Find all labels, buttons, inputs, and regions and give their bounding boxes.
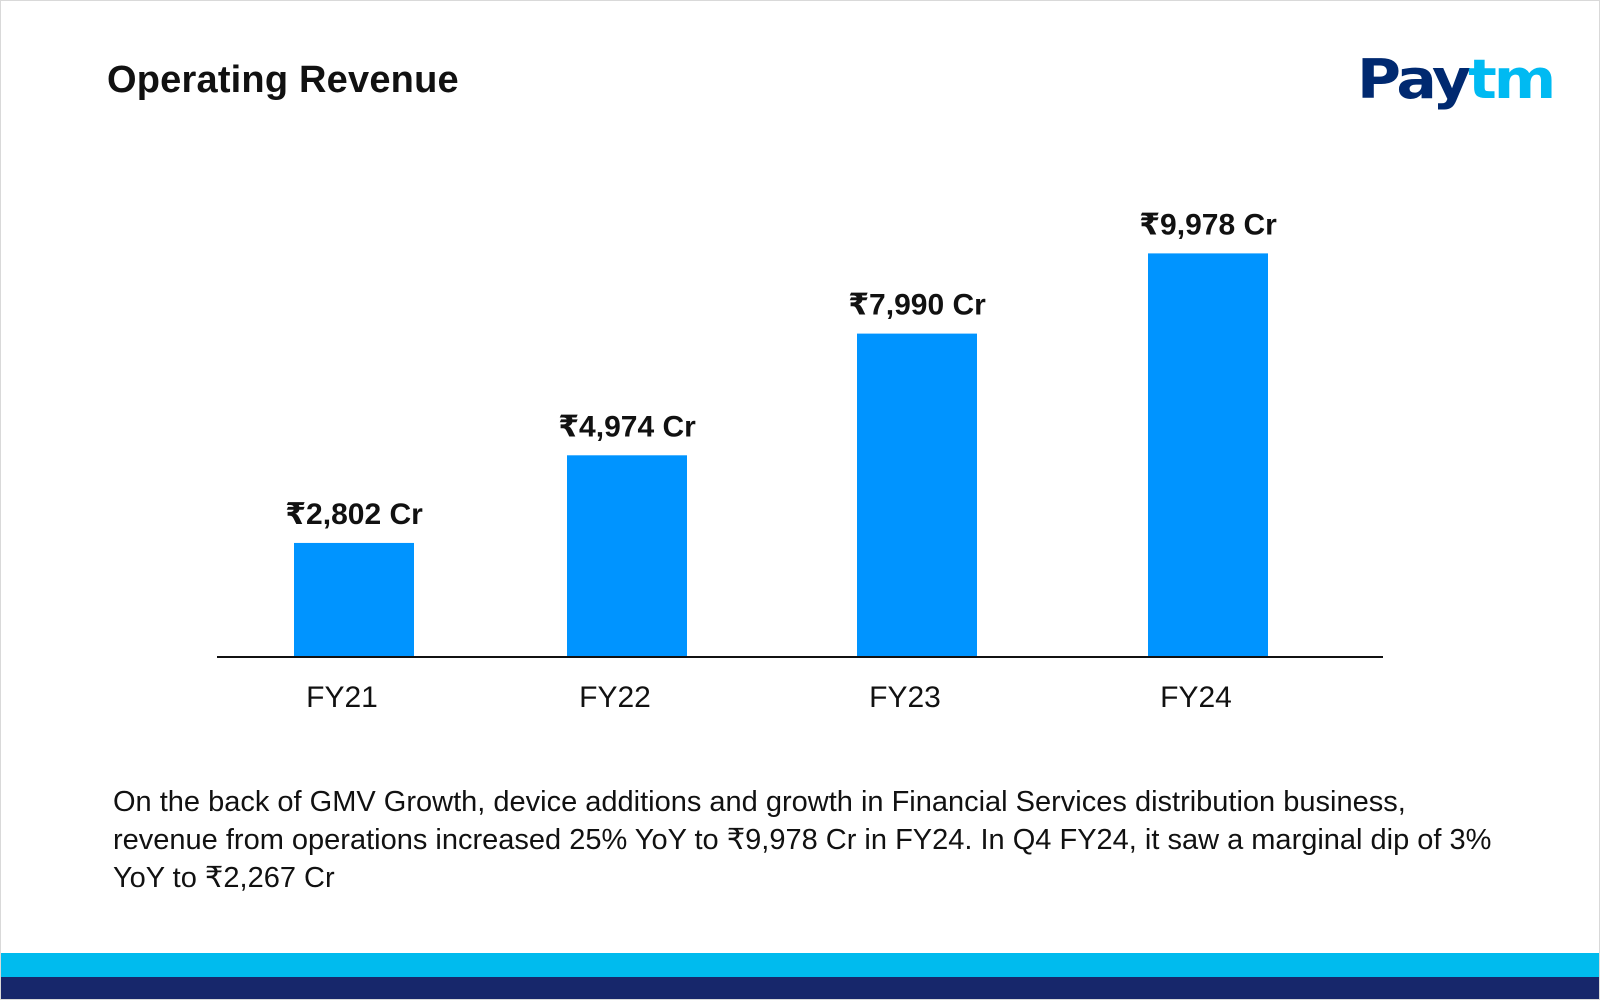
data-label-fy24: ₹9,978 Cr — [1139, 208, 1277, 241]
data-label-fy23: ₹7,990 Cr — [848, 289, 986, 322]
x-tick-label-fy22: FY22 — [579, 681, 651, 714]
x-tick-label-fy24: FY24 — [1160, 681, 1232, 714]
description-text: On the back of GMV Growth, device additi… — [113, 786, 1492, 894]
logo-part-pay: Pay — [1357, 48, 1471, 112]
data-label-fy22: ₹4,974 Cr — [558, 410, 696, 443]
paytm-logo: Paytm — [1357, 53, 1556, 107]
x-tick-label-fy21: FY21 — [306, 681, 378, 714]
footer-band-dark — [1, 977, 1599, 999]
bar-fy23 — [857, 333, 977, 656]
revenue-bar-chart: ₹2,802 Cr FY21 ₹4,974 Cr FY22 ₹7,990 Cr FY23 ₹… — [217, 208, 1383, 714]
bar-fy22 — [567, 455, 687, 656]
page-title: Operating Revenue — [107, 59, 459, 101]
data-label-fy21: ₹2,802 Cr — [285, 498, 423, 531]
footer-band-light — [1, 953, 1599, 977]
x-tick-label-fy23: FY23 — [869, 681, 941, 714]
logo-part-tm: tm — [1468, 48, 1556, 112]
bar-fy24 — [1148, 253, 1268, 656]
bar-fy21 — [294, 542, 414, 656]
